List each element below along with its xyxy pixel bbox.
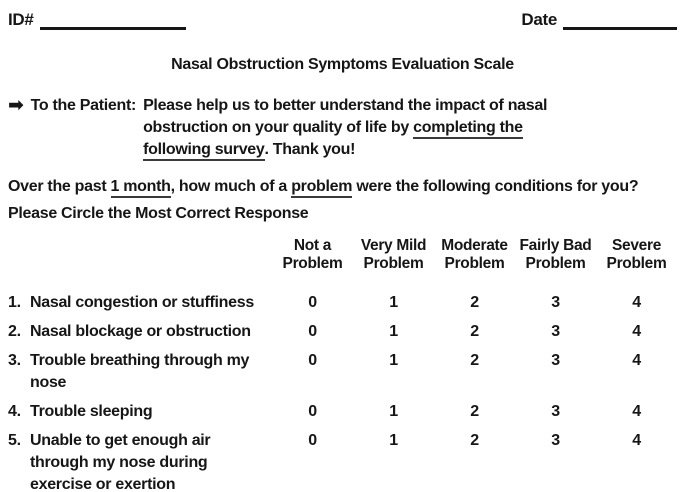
response-option-0[interactable]: 0 (308, 294, 317, 311)
question-number: 3. (8, 352, 21, 369)
response-option-0[interactable]: 0 (308, 432, 317, 449)
question-number: 2. (8, 323, 21, 340)
id-blank-line[interactable] (39, 11, 186, 30)
question-text: Nasal blockage or obstruction (30, 323, 251, 340)
response-option-3[interactable]: 3 (551, 432, 560, 449)
column-header-very-mild-problem: Very Mild Problem (360, 237, 427, 272)
response-option-3[interactable]: 3 (551, 323, 560, 340)
question-cell: 3. Trouble breathing through my nose (8, 350, 272, 394)
question-number: 5. (8, 432, 21, 449)
date-blank-line[interactable] (563, 11, 677, 30)
question-cell: 2. Nasal blockage or obstruction (8, 321, 272, 343)
date-field-group: Date (521, 10, 677, 30)
response-option-2[interactable]: 2 (470, 323, 479, 340)
question-text: Trouble sleeping (30, 403, 153, 420)
date-label: Date (521, 10, 557, 29)
circle-instruction: Please Circle the Most Correct Response (8, 205, 309, 222)
patient-note-text: Please help us to better understand the … (143, 95, 547, 161)
response-option-4[interactable]: 4 (632, 294, 641, 311)
response-option-1[interactable]: 1 (389, 403, 398, 420)
column-header-fairly-bad-problem: Fairly Bad Problem (519, 237, 592, 272)
question-number: 4. (8, 403, 21, 420)
response-option-4[interactable]: 4 (632, 323, 641, 340)
response-option-1[interactable]: 1 (389, 323, 398, 340)
patient-note-label: To the Patient: (30, 97, 137, 114)
page-title: Nasal Obstruction Symptoms Evaluation Sc… (171, 56, 514, 73)
patient-note-line3: following survey. Thank you! (143, 139, 547, 161)
response-option-2[interactable]: 2 (470, 352, 479, 369)
underlined-phrase: following survey (143, 141, 265, 161)
table-row: 3. Trouble breathing through my nose 0 1… (8, 350, 677, 394)
response-option-4[interactable]: 4 (632, 352, 641, 369)
response-option-1[interactable]: 1 (389, 294, 398, 311)
table-row: 5. Unable to get enough air through my n… (8, 430, 677, 492)
patient-instructions: ➡ To the Patient: Please help us to bett… (8, 95, 677, 161)
response-option-2[interactable]: 2 (470, 294, 479, 311)
form-header: ID# Date (8, 10, 677, 30)
response-header-row: Not a Problem Very Mild Problem Moderate… (8, 237, 677, 273)
response-option-0[interactable]: 0 (308, 352, 317, 369)
question-cell: 1. Nasal congestion or stuffiness (8, 292, 272, 314)
column-header-moderate-problem: Moderate Problem (441, 237, 508, 272)
table-row: 2. Nasal blockage or obstruction 0 1 2 3… (8, 321, 677, 343)
empty-header-cell (8, 237, 272, 273)
response-table: 1. Nasal congestion or stuffiness 0 1 2 … (8, 292, 677, 492)
question-text: Unable to get enough air through my nose… (30, 432, 211, 492)
patient-note-line1: Please help us to better understand the … (143, 97, 548, 114)
patient-note-line2: obstruction on your quality of life by c… (143, 117, 547, 139)
response-option-0[interactable]: 0 (308, 323, 317, 340)
question-cell: 4. Trouble sleeping (8, 401, 272, 423)
response-option-2[interactable]: 2 (470, 432, 479, 449)
right-arrow-icon: ➡ (8, 95, 24, 116)
question-number: 1. (8, 294, 21, 311)
response-option-3[interactable]: 3 (551, 403, 560, 420)
table-row: 4. Trouble sleeping 0 1 2 3 4 (8, 401, 677, 423)
column-header-not-a-problem: Not a Problem (282, 237, 343, 272)
id-label: ID# (8, 10, 34, 29)
id-field-group: ID# (8, 10, 186, 30)
question-text: Trouble breathing through my nose (30, 352, 250, 391)
question-cell: 5. Unable to get enough air through my n… (8, 430, 272, 492)
response-option-1[interactable]: 1 (389, 432, 398, 449)
column-header-severe-problem: Severe Problem (606, 237, 667, 272)
underlined-phrase: problem (291, 178, 353, 198)
response-option-1[interactable]: 1 (389, 352, 398, 369)
response-option-2[interactable]: 2 (470, 403, 479, 420)
question-text: Nasal congestion or stuffiness (30, 294, 254, 311)
response-option-4[interactable]: 4 (632, 403, 641, 420)
response-option-3[interactable]: 3 (551, 352, 560, 369)
response-option-0[interactable]: 0 (308, 403, 317, 420)
survey-question: Over the past 1 month, how much of a pro… (8, 176, 677, 198)
underlined-phrase: completing the (413, 119, 523, 139)
table-row: 1. Nasal congestion or stuffiness 0 1 2 … (8, 292, 677, 314)
underlined-phrase: 1 month (110, 178, 171, 198)
response-option-4[interactable]: 4 (632, 432, 641, 449)
response-option-3[interactable]: 3 (551, 294, 560, 311)
